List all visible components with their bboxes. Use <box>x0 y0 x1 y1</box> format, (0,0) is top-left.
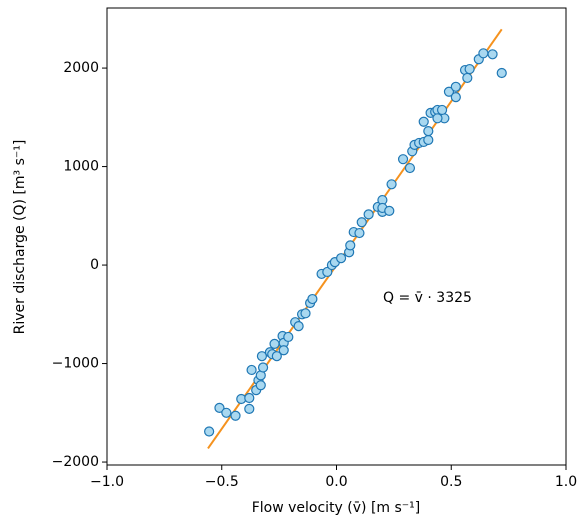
data-point <box>386 179 397 190</box>
y-tick-label: 2000 <box>63 60 99 76</box>
data-point <box>478 48 489 59</box>
x-tick-label: 1.0 <box>555 474 577 490</box>
data-point <box>300 308 311 319</box>
data-point <box>418 116 429 127</box>
data-point <box>443 86 455 97</box>
data-point <box>423 126 434 137</box>
annotation: Q = v̄ · 3325 <box>383 290 472 306</box>
y-axis-label: River discharge (Q) [m³ s⁻¹] <box>12 140 28 335</box>
data-point <box>269 338 280 349</box>
data-point <box>345 240 356 251</box>
data-point <box>363 209 374 220</box>
data-point <box>293 321 304 332</box>
y-tick-label: 0 <box>90 257 99 273</box>
data-point <box>450 81 461 92</box>
x-axis-label: Flow velocity (v̄) [m s⁻¹] <box>252 500 421 516</box>
data-point <box>436 104 448 116</box>
data-point <box>244 392 255 404</box>
data-point <box>450 92 461 103</box>
data-point <box>384 205 395 216</box>
data-point <box>404 162 416 174</box>
data-point <box>214 402 225 413</box>
data-point <box>335 253 347 264</box>
data-point <box>356 217 367 228</box>
y-tick-label: −1000 <box>52 356 99 372</box>
data-point <box>246 364 257 376</box>
data-point <box>432 113 443 124</box>
data-point <box>462 72 473 84</box>
data-point <box>423 134 434 146</box>
y-tick-label: 1000 <box>63 159 99 175</box>
data-point <box>307 293 318 305</box>
data-point <box>487 49 498 60</box>
data-point <box>221 407 232 418</box>
data-point <box>256 351 268 362</box>
data-point <box>283 331 294 343</box>
data-point <box>397 154 409 165</box>
data-point <box>496 67 507 79</box>
x-tick-label: 0.0 <box>325 474 347 490</box>
data-point <box>354 227 365 239</box>
fit-line <box>207 28 503 450</box>
y-tick-label: −2000 <box>52 454 99 470</box>
data-point <box>255 380 266 391</box>
data-point <box>464 63 475 75</box>
x-tick-label: 0.5 <box>440 474 462 490</box>
data-point <box>322 266 333 278</box>
data-point <box>257 362 269 373</box>
data-point <box>204 426 215 437</box>
plot-frame <box>106 7 567 466</box>
data-point <box>271 351 282 362</box>
x-tick-label: −1.0 <box>90 474 124 490</box>
data-point <box>278 345 289 356</box>
x-tick-label: −0.5 <box>205 474 239 490</box>
data-point <box>244 403 255 414</box>
data-point <box>230 410 241 421</box>
